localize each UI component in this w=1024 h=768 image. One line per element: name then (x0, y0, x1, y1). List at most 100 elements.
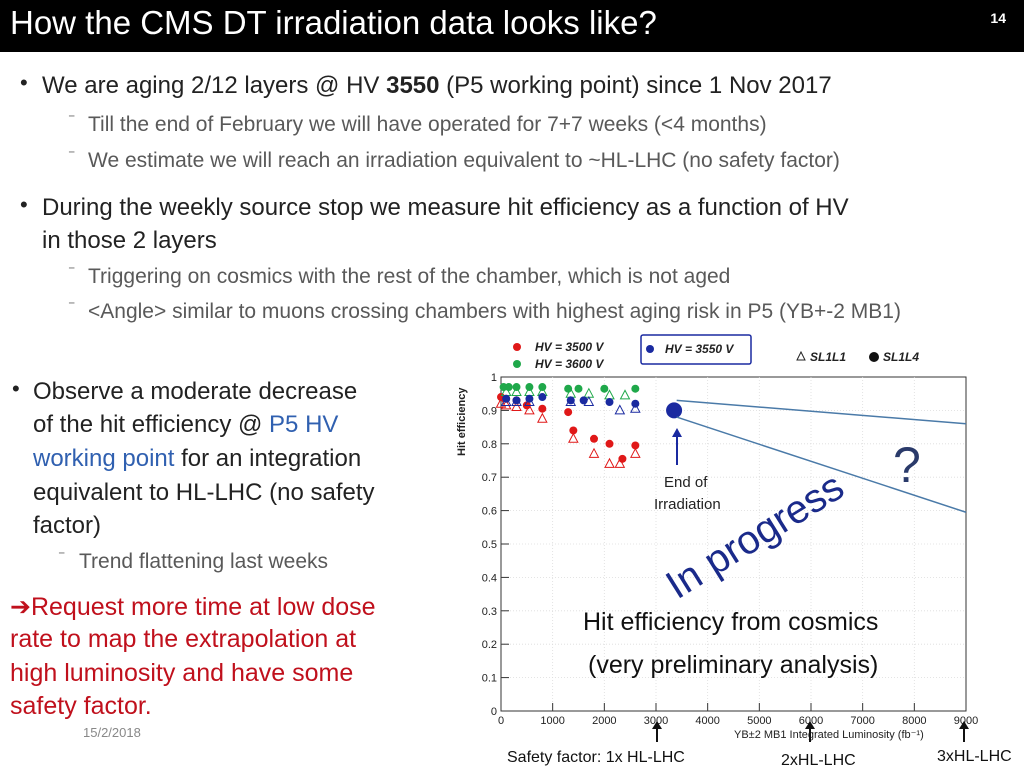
data-point-triangle (630, 447, 641, 458)
legend-label-sl1l1: SL1L1 (810, 350, 846, 364)
request-line3: high luminosity and have some (10, 659, 354, 687)
data-point-triangle (614, 457, 626, 468)
data-point-circle (631, 384, 640, 393)
y-tick-label: 0.8 (482, 439, 497, 451)
end-arrow-head (672, 428, 682, 437)
question-mark: ? (893, 437, 921, 493)
observe-line1: Observe a moderate decrease (33, 378, 358, 405)
safety-arrow-2x-head (805, 721, 815, 729)
x-tick-label: 3000 (644, 715, 668, 727)
data-point-triangle (568, 432, 579, 443)
extrapolation-lower-line (676, 416, 967, 513)
y-tick-label: 0.3 (482, 606, 497, 618)
y-tick-label: 0.1 (482, 673, 497, 685)
caption-preliminary: (very preliminary analysis) (588, 651, 878, 679)
legend-label-3600: HV = 3600 V (535, 357, 604, 371)
extrapolation (676, 399, 967, 513)
aging-text: We are aging 2/12 layers @ HV (42, 72, 387, 99)
hv-value: 3550 (386, 72, 440, 99)
data-point-triangle (500, 395, 512, 407)
observe-line2: of the hit efficiency @ P5 HV (33, 411, 338, 439)
title-bar: How the CMS DT irradiation data looks li… (0, 0, 1024, 52)
x-tick-label: 8000 (902, 715, 926, 727)
dash-icon: ⁻ (68, 297, 76, 313)
extrapolation-upper-line (676, 399, 967, 425)
request-text-1: Request more time at low dose (30, 593, 376, 621)
data-point-circle (605, 439, 614, 448)
dash-icon: ⁻ (68, 110, 76, 126)
x-tick-label: 6000 (799, 715, 823, 727)
grid (501, 377, 966, 711)
working-point-highlight: working point (33, 445, 175, 472)
bullet-measure-line2: in those 2 layers (42, 227, 217, 254)
data-point-circle (631, 441, 640, 450)
legend-marker-sl1l1 (796, 350, 806, 361)
data-point-circle (579, 396, 588, 405)
bullet-dot: • (20, 192, 28, 217)
observe-line3-text: for an integration (174, 445, 362, 472)
data-point-circle (564, 408, 573, 417)
legend-marker-3550 (646, 345, 654, 353)
data-point-triangle (565, 395, 577, 407)
data-point-triangle (537, 412, 548, 423)
dash-icon: ⁻ (68, 146, 76, 162)
x-tick-label: 9000 (954, 715, 978, 727)
x-tick-label: 4000 (695, 715, 719, 727)
data-point-circle (538, 393, 547, 402)
y-tick-label: 0.9 (482, 405, 497, 417)
legend-label-3550: HV = 3550 V (665, 342, 734, 356)
request-line2: rate to map the extrapolation at (10, 625, 357, 653)
x-tick-label: 1000 (540, 715, 564, 727)
end-of-irradiation-point (666, 402, 683, 419)
legend-marker-sl1l4 (869, 352, 879, 362)
request-line1: ➔Request more time at low dose (10, 592, 376, 622)
safety-2x-label: 2xHL-LHC (781, 752, 856, 768)
x-tick-label: 2000 (592, 715, 616, 727)
data-point-triangle (630, 402, 641, 413)
y-tick-label: 0.2 (482, 639, 497, 651)
sub-bullet-trend: Trend flattening last weeks (79, 550, 329, 573)
y-tick-label: 0.7 (482, 472, 497, 484)
sub-bullet-estimate: We estimate we will reach an irradiation… (88, 149, 840, 172)
legend-marker-3500 (513, 343, 521, 351)
sub-bullet-angle: <Angle> similar to muons crossing chambe… (88, 300, 901, 323)
bullet-dot: • (12, 376, 20, 401)
y-tick-label: 0 (491, 706, 497, 718)
arrow-icon: ➔ (10, 593, 31, 621)
x-ticks: 0 1000 2000 3000 4000 5000 6000 7000 8000 9000 (498, 703, 978, 727)
data-point-circle (574, 384, 583, 393)
data-marks (495, 383, 683, 468)
observe-line3: working point for an integration (33, 445, 361, 473)
x-tick-label: 5000 (747, 715, 771, 727)
data-point-triangle (619, 389, 631, 400)
observe-line4: equivalent to HL-LHC (no safety (33, 479, 375, 506)
observe-line5: factor) (33, 512, 102, 539)
bullet-aging: We are aging 2/12 layers @ HV 3550 (P5 w… (42, 72, 832, 100)
x-tick-label: 7000 (850, 715, 874, 727)
y-ticks: 0 0.1 0.2 0.3 0.4 0.5 0.6 0.7 0.8 0.9 1 (482, 372, 509, 718)
safety-arrow-3x-head (959, 721, 969, 729)
data-point-circle (569, 426, 578, 435)
legend-box-blue (640, 334, 752, 365)
data-point-circle (605, 398, 614, 407)
bullet-measure-line1: During the weekly source stop we measure… (42, 194, 849, 221)
page-number: 14 (990, 10, 1006, 26)
legend-label-3500: HV = 3500 V (535, 340, 604, 354)
data-point-circle (600, 384, 609, 393)
legend-label-sl1l4: SL1L4 (883, 350, 919, 364)
data-point-circle (512, 396, 521, 405)
data-point-triangle (511, 395, 522, 407)
data-point-circle (566, 396, 575, 405)
dash-icon: ⁻ (68, 262, 76, 278)
data-point-triangle (588, 447, 600, 458)
data-point-triangle (524, 404, 535, 415)
data-point-triangle (604, 457, 615, 468)
legend-marker-3600 (513, 360, 521, 368)
data-point-circle (590, 434, 598, 443)
x-axis-label: YB±2 MB1 Integrated Luminosity (fb⁻¹) (734, 729, 924, 741)
footer-date: 15/2/2018 (83, 725, 141, 740)
end-of-irradiation-line2: Irradiation (654, 496, 721, 513)
data-point-triangle (614, 404, 626, 415)
safety-3x-label: 3xHL-LHC (937, 748, 1012, 765)
